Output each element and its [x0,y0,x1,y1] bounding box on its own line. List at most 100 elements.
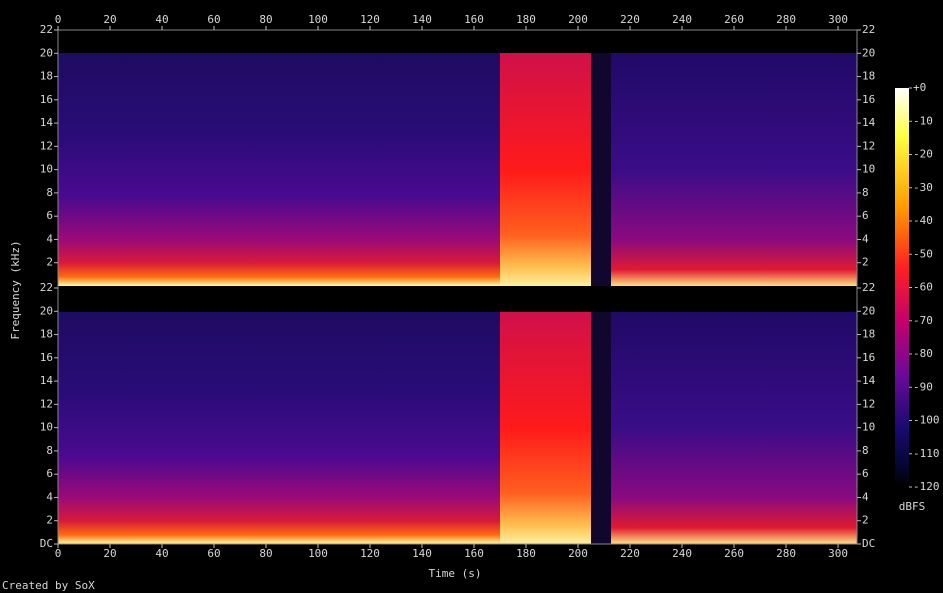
y-tick-label: 12 [40,139,53,152]
y-tick-label-right: 22 [862,281,875,294]
x-tick-label-top: 100 [308,13,328,26]
x-tick-label: 280 [776,547,796,560]
y-tick-label-right: 20 [862,46,875,59]
y-tick-label-right: 18 [862,70,875,83]
y-tick-label: 20 [40,304,53,317]
x-tick-label-top: 120 [360,13,380,26]
x-tick-label-top: 260 [724,13,744,26]
y-axis-label: Frequency (kHz) [9,240,22,339]
y-tick-label: 22 [40,23,53,36]
y-tick-label: 14 [40,374,54,387]
colorbar-tick-label: -110 [913,447,940,460]
spectrogram-top [58,30,857,286]
y-tick-label: 2 [46,256,53,269]
spectrogram-bottom [58,288,857,544]
y-tick-label-right: 20 [862,304,875,317]
colorbar-tick-label: -20 [913,148,933,161]
x-tick-label-top: 240 [672,13,692,26]
y-tick-label: 14 [40,116,54,129]
y-tick-label: 6 [46,467,53,480]
y-tick-label-right: 6 [862,209,869,222]
y-tick-label-right: 22 [862,23,875,36]
x-tick-label-top: 40 [155,13,168,26]
x-tick-label: 240 [672,547,692,560]
y-tick-label-right: 10 [862,163,875,176]
x-tick-label: 80 [259,547,272,560]
x-tick-label: 20 [103,547,116,560]
colorbar-tick-label: -40 [913,214,933,227]
y-tick-label-right: 18 [862,328,875,341]
x-tick-label: 220 [620,547,640,560]
x-tick-label-top: 60 [207,13,220,26]
plot-frame [57,29,858,545]
y-tick-label: DC [40,537,53,550]
colorbar-tick-label: -90 [913,380,933,393]
y-tick-label: 4 [46,232,53,245]
x-tick-label-top: 220 [620,13,640,26]
y-tick-label-right: 4 [862,232,869,245]
y-tick-label: 10 [40,421,53,434]
colorbar-tick-label: -50 [913,247,933,260]
y-tick-label-right: 12 [862,139,875,152]
x-tick-label: 100 [308,547,328,560]
x-tick-label: 140 [412,547,432,560]
y-tick-label: 2 [46,514,53,527]
y-tick-label-right: 14 [862,374,876,387]
x-tick-label: 260 [724,547,744,560]
x-tick-label: 0 [55,547,62,560]
y-tick-label-right: 10 [862,421,875,434]
x-tick-label: 300 [828,547,848,560]
colorbar-tick-label: -60 [913,281,933,294]
y-tick-label-right: 16 [862,351,875,364]
y-tick-label-right: 2 [862,514,869,527]
colorbar-tick-label: -10 [913,114,933,127]
x-tick-label: 120 [360,547,380,560]
y-tick-label-right: 4 [862,490,869,503]
x-tick-label: 200 [568,547,588,560]
y-tick-label: 8 [46,444,53,457]
x-tick-label-top: 140 [412,13,432,26]
y-tick-label: 12 [40,397,53,410]
x-tick-label: 40 [155,547,168,560]
colorbar-tick-label: -70 [913,314,933,327]
y-tick-label-right: 12 [862,397,875,410]
y-tick-label: 20 [40,46,53,59]
x-tick-label: 60 [207,547,220,560]
y-tick-label: 8 [46,186,53,199]
y-tick-label-right: 8 [862,186,869,199]
y-tick-label-right: 2 [862,256,869,269]
y-tick-label-right: 14 [862,116,876,129]
x-tick-label-top: 80 [259,13,272,26]
x-tick-label: 180 [516,547,536,560]
credit: Created by SoX [2,579,95,592]
x-tick-label: 160 [464,547,484,560]
x-axis-label: Time (s) [429,567,482,580]
y-tick-label: 18 [40,328,53,341]
x-tick-label-top: 300 [828,13,848,26]
x-tick-label-top: 20 [103,13,116,26]
x-tick-label-top: 0 [55,13,62,26]
y-tick-label: 6 [46,209,53,222]
y-tick-label: 10 [40,163,53,176]
colorbar-tick-label: -80 [913,347,933,360]
colorbar-tick-label: -120 [913,480,940,493]
colorbar-tick-label: +0 [913,81,926,94]
y-tick-label-right: 8 [862,444,869,457]
y-tick-label: 18 [40,70,53,83]
x-tick-label-top: 160 [464,13,484,26]
y-tick-label: 4 [46,490,53,503]
colorbar-tick-label: -30 [913,181,933,194]
y-tick-label: 22 [40,281,53,294]
colorbar-tick-label: -100 [913,414,940,427]
colorbar [895,88,909,487]
colorbar-label: dBFS [899,500,926,513]
y-tick-label: 16 [40,351,53,364]
y-tick-label: 16 [40,93,53,106]
y-tick-label-right: DC [862,537,875,550]
x-tick-label-top: 200 [568,13,588,26]
x-tick-label-top: 180 [516,13,536,26]
y-tick-label-right: 16 [862,93,875,106]
y-tick-label-right: 6 [862,467,869,480]
